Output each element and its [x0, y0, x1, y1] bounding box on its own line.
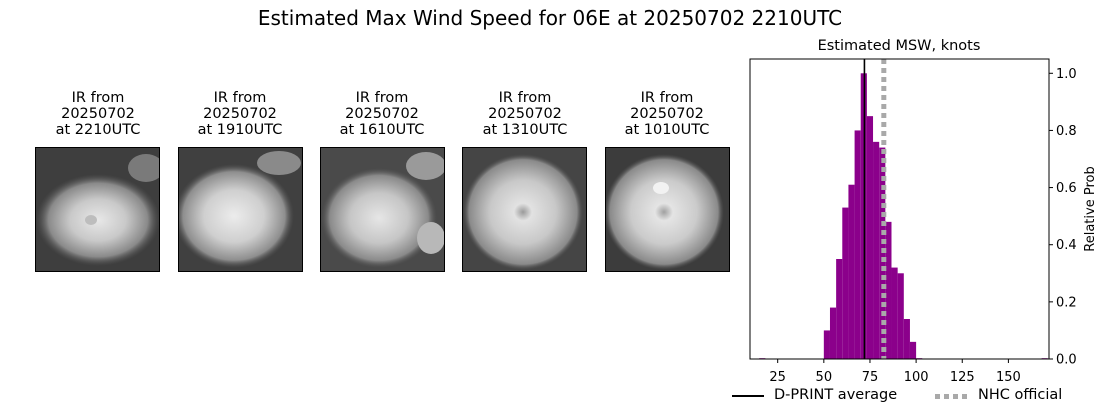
ir-title-time: at 1310UTC [482, 122, 568, 138]
x-tick-label: 25 [769, 370, 786, 385]
y-tick-label: 0.6 [1056, 181, 1077, 196]
ir-satellite-image [178, 147, 303, 272]
y-tick-label: 0.8 [1056, 124, 1077, 139]
chart-legend: D-PRINT average NHC official [728, 385, 1088, 407]
histogram-bar [909, 341, 917, 359]
histogram-bar [848, 184, 855, 359]
histogram-bar [873, 141, 880, 359]
histogram-bar [842, 207, 849, 359]
ir-title-time: at 1010UTC [624, 122, 710, 138]
ir-title-date: 20250702 [488, 106, 562, 122]
figure-title: Estimated Max Wind Speed for 06E at 2025… [257, 6, 843, 30]
histogram-bar [897, 273, 904, 359]
y-tick-label: 1.0 [1056, 67, 1077, 82]
plot-frame [749, 58, 1050, 360]
ir-title-line: IR from [213, 90, 267, 106]
ir-title-date: 20250702 [61, 106, 135, 122]
legend-label-dprint: D-PRINT average [774, 387, 898, 403]
histogram-bar [866, 116, 874, 360]
ir-panel-title: IR from 20250702 at 1910UTC [170, 90, 310, 138]
legend-swatch-dprint [732, 395, 764, 397]
ir-panel-title: IR from 20250702 at 1610UTC [312, 90, 452, 138]
ir-panel-title: IR from 20250702 at 2210UTC [28, 90, 168, 138]
x-tick-label: 150 [996, 370, 1021, 385]
x-tick-label: 75 [862, 370, 879, 385]
ir-title-time: at 2210UTC [55, 122, 141, 138]
ir-title-date: 20250702 [345, 106, 419, 122]
ir-title-time: at 1910UTC [197, 122, 283, 138]
y-axis-label: Relative Prob [1083, 166, 1098, 251]
ir-title-date: 20250702 [630, 106, 704, 122]
ir-title-line: IR from [355, 90, 409, 106]
ir-panel-title: IR from 20250702 at 1310UTC [455, 90, 595, 138]
y-tick-label: 0.0 [1056, 353, 1077, 368]
ir-title-line: IR from [640, 90, 694, 106]
chart-title: Estimated MSW, knots [818, 38, 981, 54]
histogram-bar [823, 330, 830, 359]
legend-label-nhc: NHC official [978, 387, 1063, 403]
y-tick-label: 0.4 [1056, 238, 1077, 253]
y-tick-label: 0.2 [1056, 295, 1077, 310]
histogram-bar [879, 147, 886, 359]
ir-satellite-image [35, 147, 160, 272]
histogram-bar [903, 319, 910, 359]
histogram-bar [836, 259, 843, 359]
ir-satellite-image [605, 147, 730, 272]
ir-panel-title: IR from 20250702 at 1010UTC [597, 90, 737, 138]
ir-title-time: at 1610UTC [339, 122, 425, 138]
legend-swatch-nhc [935, 394, 967, 399]
histogram-bar [885, 221, 892, 359]
histogram-bar [854, 130, 861, 359]
x-tick-label: 125 [950, 370, 975, 385]
ir-title-date: 20250702 [203, 106, 277, 122]
histogram-bar [829, 307, 837, 359]
histogram-bar [891, 267, 898, 359]
ir-title-line: IR from [71, 90, 125, 106]
ir-satellite-image [462, 147, 587, 272]
ir-title-line: IR from [498, 90, 552, 106]
x-tick-label: 50 [816, 370, 833, 385]
x-tick-label: 100 [904, 370, 929, 385]
ir-satellite-image [320, 147, 445, 272]
